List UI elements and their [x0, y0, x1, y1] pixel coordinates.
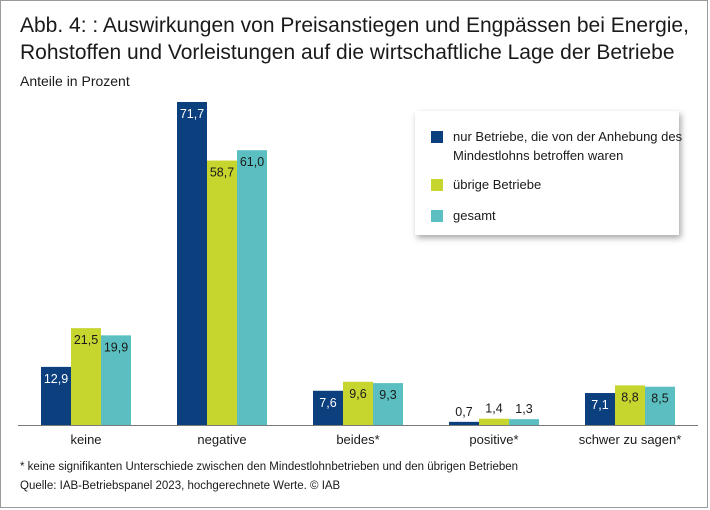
footnote: * keine signifikanten Unterschiede zwisc…	[20, 461, 519, 473]
data-label-keine-mindestlohn: 12,9	[44, 372, 68, 386]
data-label-negative-gesamt: 61,0	[240, 155, 264, 169]
x-tick-label-positive: positive*	[469, 432, 518, 447]
data-label-positive-uebrige: 1,4	[485, 402, 502, 416]
bar-positive-gesamt	[509, 419, 539, 425]
bar-beides-mindestlohn	[313, 390, 343, 425]
data-label-negative-uebrige: 58,7	[210, 166, 234, 180]
chart-title: Abb. 4: : Auswirkungen von Preisanstiege…	[20, 14, 689, 64]
data-label-negative-mindestlohn: 71,7	[180, 107, 204, 121]
data-label-beides-gesamt: 9,3	[379, 388, 396, 402]
legend-label-gesamt: gesamt	[453, 208, 496, 223]
bar-negative-mindestlohn	[177, 102, 207, 425]
bar-keine-uebrige	[71, 328, 101, 425]
bar-positive-uebrige	[479, 418, 509, 425]
bar-schwer-zu-sagen-uebrige	[615, 385, 645, 425]
data-label-positive-gesamt: 1,3	[515, 402, 532, 416]
data-label-schwer-zu-sagen-uebrige: 8,8	[621, 390, 638, 404]
x-tick-label-beides: beides*	[336, 432, 379, 447]
data-label-positive-mindestlohn: 0,7	[455, 405, 472, 419]
bar-beides-gesamt	[373, 383, 403, 425]
bar-beides-uebrige	[343, 381, 373, 425]
data-label-keine-uebrige: 21,5	[74, 333, 98, 347]
x-tick-label-keine: keine	[70, 432, 101, 447]
legend-label-mindestlohn: nur Betriebe, die von der Anhebung des M…	[453, 129, 683, 163]
x-tick-label-negative: negative	[197, 432, 246, 447]
bar-schwer-zu-sagen-mindestlohn	[585, 393, 615, 425]
data-label-schwer-zu-sagen-gesamt: 8,5	[651, 392, 668, 406]
x-tick-label-schwer-zu-sagen: schwer zu sagen*	[579, 432, 682, 447]
bar-negative-uebrige	[207, 160, 237, 425]
data-label-beides-mindestlohn: 7,6	[319, 396, 336, 410]
bar-negative-gesamt	[237, 150, 267, 426]
legend-swatch-gesamt	[431, 210, 443, 222]
bar-keine-mindestlohn	[41, 366, 71, 425]
source-note: Quelle: IAB-Betriebspanel 2023, hochgere…	[20, 480, 341, 492]
legend-swatch-mindestlohn	[431, 131, 443, 143]
data-label-beides-uebrige: 9,6	[349, 387, 366, 401]
bar-positive-mindestlohn	[449, 421, 479, 425]
legend: nur Betriebe, die von der Anhebung des M…	[415, 111, 682, 235]
data-label-schwer-zu-sagen-mindestlohn: 7,1	[591, 398, 608, 412]
bar-schwer-zu-sagen-gesamt	[645, 386, 675, 425]
data-label-keine-gesamt: 19,9	[104, 340, 128, 354]
legend-swatch-uebrige	[431, 179, 443, 191]
legend-label-uebrige: übrige Betriebe	[453, 177, 542, 192]
y-axis-label: Anteile in Prozent	[20, 73, 130, 89]
bar-keine-gesamt	[101, 335, 131, 425]
